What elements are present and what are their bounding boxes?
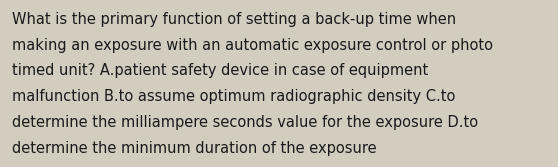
Text: timed unit? A.patient safety device in case of equipment: timed unit? A.patient safety device in c… — [12, 63, 429, 78]
Text: making an exposure with an automatic exposure control or photo: making an exposure with an automatic exp… — [12, 38, 493, 53]
Text: determine the milliampere seconds value for the exposure D.to: determine the milliampere seconds value … — [12, 115, 478, 130]
Text: malfunction B.to assume optimum radiographic density C.to: malfunction B.to assume optimum radiogra… — [12, 89, 456, 104]
Text: determine the minimum duration of the exposure: determine the minimum duration of the ex… — [12, 141, 377, 156]
Text: What is the primary function of setting a back-up time when: What is the primary function of setting … — [12, 12, 456, 27]
